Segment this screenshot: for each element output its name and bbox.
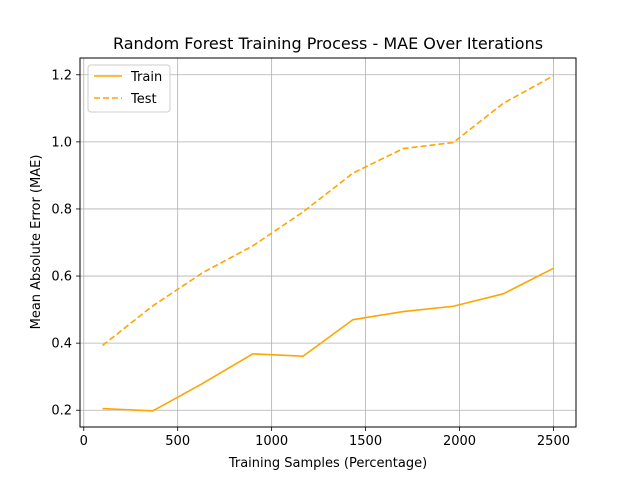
x-tick-label: 2000	[443, 434, 476, 449]
x-tick-label: 1000	[255, 434, 288, 449]
y-tick-label: 0.4	[51, 337, 72, 352]
x-axis-ticks: 0 500 1000 1500 2000 2500	[80, 427, 570, 449]
x-tick-label: 2500	[537, 434, 570, 449]
series-line-train	[102, 267, 554, 412]
y-tick-label: 0.2	[51, 404, 72, 419]
y-axis-label: Mean Absolute Error (MAE)	[29, 155, 44, 330]
plot-area	[80, 58, 576, 427]
y-axis-ticks: 0.2 0.4 0.6 0.8 1.0 1.2	[51, 68, 80, 419]
legend: Train Test	[87, 64, 171, 113]
x-tick-label: 1500	[349, 434, 382, 449]
x-tick-label: 500	[165, 434, 190, 449]
series-line-test	[102, 75, 554, 347]
axes-frame	[79, 57, 577, 428]
y-tick-label: 0.6	[51, 270, 72, 285]
y-tick-label: 0.8	[51, 202, 72, 217]
grid	[80, 58, 576, 427]
y-tick-label: 1.0	[51, 135, 72, 150]
x-tick-label: 0	[80, 434, 88, 449]
legend-label-test: Test	[130, 92, 157, 107]
legend-label-train: Train	[130, 70, 162, 85]
chart-title: Random Forest Training Process - MAE Ove…	[113, 34, 543, 53]
x-axis-label: Training Samples (Percentage)	[228, 456, 427, 471]
y-tick-label: 1.2	[51, 68, 72, 83]
series-layer	[102, 75, 554, 412]
